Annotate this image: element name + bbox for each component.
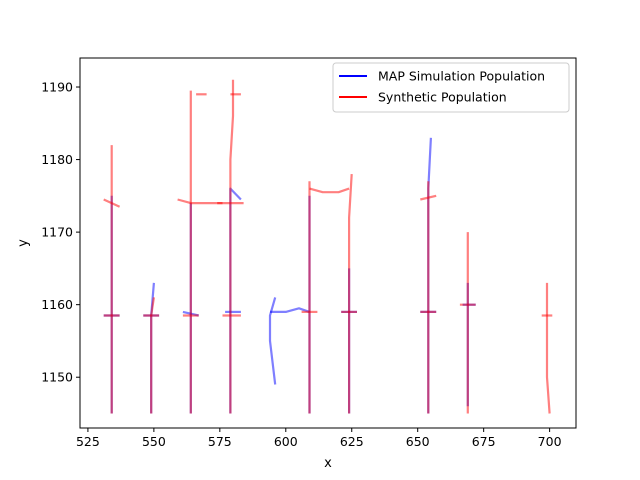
x-axis-ticks: 525 550 575 600 625 650 675 700 — [76, 428, 562, 449]
x-tick-label: 575 — [208, 434, 232, 449]
x-tick-label: 625 — [340, 434, 364, 449]
legend-label-synthetic: Synthetic Population — [378, 90, 507, 105]
x-tick-label: 525 — [76, 434, 100, 449]
trajectory-path — [103, 198, 121, 208]
x-tick-label: 600 — [274, 434, 298, 449]
series-synthetic — [103, 79, 553, 414]
x-tick-label: 650 — [406, 434, 430, 449]
series-map-simulation — [103, 137, 476, 414]
trajectory-path — [309, 187, 350, 194]
y-tick-label: 1170 — [41, 225, 73, 240]
y-tick-label: 1150 — [41, 370, 73, 385]
y-axis-label: y — [16, 239, 31, 247]
y-axis-ticks: 1150 1160 1170 1180 1190 — [41, 80, 80, 385]
trajectory-path — [420, 194, 437, 201]
trajectory-path — [229, 79, 235, 414]
trajectory-path — [270, 307, 310, 313]
trajectory-path — [348, 174, 353, 414]
legend-label-map-simulation: MAP Simulation Population — [378, 69, 545, 84]
trajectory-path — [177, 198, 223, 205]
legend: MAP Simulation Population Synthetic Popu… — [332, 62, 570, 113]
y-tick-label: 1190 — [41, 80, 73, 95]
data-layer — [103, 79, 553, 414]
x-tick-label: 675 — [472, 434, 496, 449]
legend-box — [332, 62, 570, 113]
y-tick-label: 1160 — [41, 297, 73, 312]
trajectory-path — [545, 282, 551, 414]
x-tick-label: 700 — [538, 434, 562, 449]
x-axis-label: x — [324, 456, 332, 471]
y-tick-label: 1180 — [41, 152, 73, 167]
trajectory-path — [268, 297, 277, 385]
trajectory-path — [150, 297, 155, 414]
trajectory-path — [229, 187, 242, 414]
x-tick-label: 550 — [142, 434, 166, 449]
axes-frame — [79, 57, 577, 429]
